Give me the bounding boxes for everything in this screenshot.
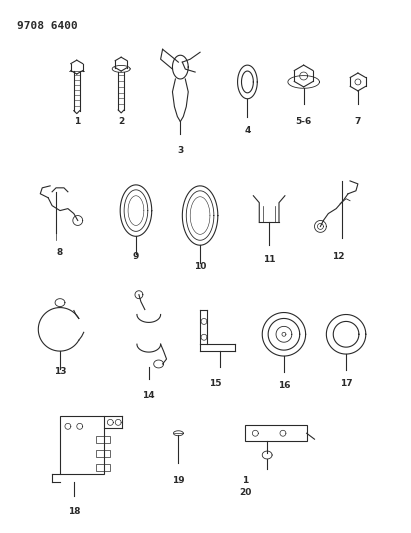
Text: 1: 1 bbox=[74, 117, 80, 126]
Bar bbox=[97, 436, 110, 443]
Text: 1: 1 bbox=[242, 476, 249, 485]
Text: 3: 3 bbox=[177, 146, 183, 155]
Text: 14: 14 bbox=[143, 391, 155, 400]
Text: 10: 10 bbox=[194, 262, 206, 271]
Text: 17: 17 bbox=[340, 379, 352, 388]
Bar bbox=[245, 425, 307, 441]
Bar bbox=[60, 416, 104, 474]
Text: 8: 8 bbox=[57, 248, 63, 257]
Text: 4: 4 bbox=[244, 126, 251, 135]
Text: 20: 20 bbox=[239, 488, 252, 497]
Text: 5-6: 5-6 bbox=[296, 117, 312, 126]
Bar bbox=[97, 450, 110, 457]
Bar bbox=[97, 464, 110, 471]
Text: 19: 19 bbox=[172, 476, 185, 485]
Text: 9: 9 bbox=[133, 252, 139, 261]
Text: 7: 7 bbox=[355, 117, 361, 126]
Text: 9708 6400: 9708 6400 bbox=[16, 21, 77, 30]
Text: 16: 16 bbox=[278, 381, 290, 390]
Text: 2: 2 bbox=[118, 117, 124, 126]
Text: 11: 11 bbox=[263, 255, 275, 264]
Text: 15: 15 bbox=[209, 379, 221, 388]
Text: 13: 13 bbox=[54, 367, 66, 376]
Text: 12: 12 bbox=[332, 252, 344, 261]
Text: 18: 18 bbox=[67, 507, 80, 516]
